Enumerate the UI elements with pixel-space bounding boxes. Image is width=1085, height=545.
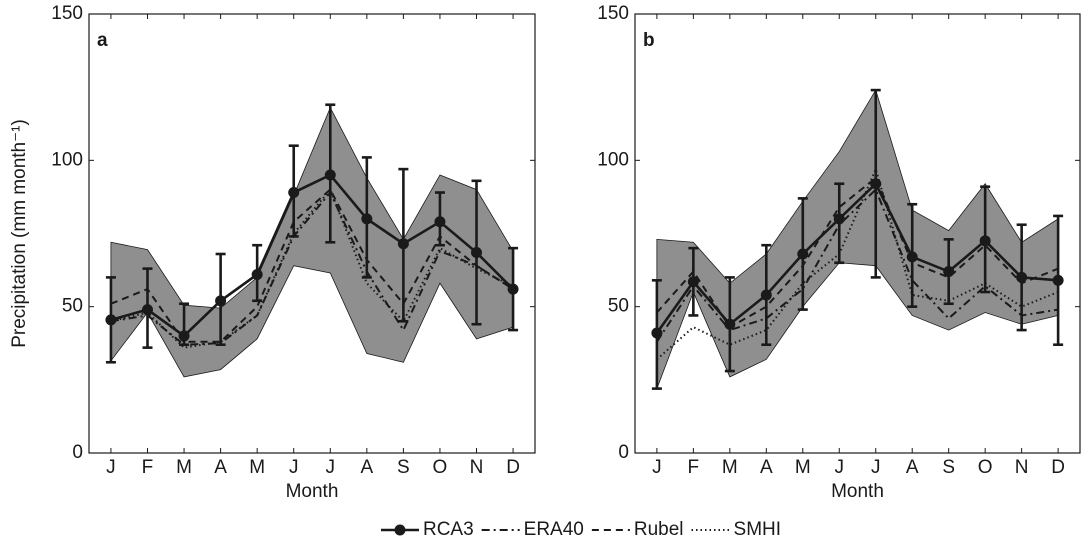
- range-band: [110, 106, 514, 378]
- x-tick-label: J: [871, 457, 881, 478]
- legend-label: RCA3: [423, 519, 474, 540]
- y-tick-label: 50: [608, 296, 629, 317]
- x-tick-label: S: [397, 457, 410, 478]
- series-line: [110, 173, 514, 338]
- x-tick-label: N: [470, 457, 484, 478]
- y-axis-title: Precipitation (mm month⁻¹): [9, 119, 30, 348]
- data-point: [397, 238, 409, 250]
- x-tick-label: M: [249, 457, 265, 478]
- data-point: [105, 314, 117, 326]
- x-tick-label: M: [722, 457, 738, 478]
- data-point: [906, 251, 918, 263]
- series-line: [656, 176, 1059, 329]
- series-line: [110, 190, 514, 346]
- x-tick-label: F: [142, 457, 154, 478]
- data-point: [979, 235, 991, 247]
- x-tick-label: J: [289, 457, 299, 478]
- panel-label: a: [97, 30, 108, 51]
- legend-label: ERA40: [524, 519, 584, 540]
- data-point: [724, 318, 736, 330]
- plot-frame: [88, 13, 536, 454]
- data-point: [251, 268, 263, 280]
- plot-frame: [634, 13, 1081, 454]
- x-axis-title: Month: [286, 481, 339, 502]
- data-point: [141, 304, 153, 316]
- x-tick-label: A: [760, 457, 773, 478]
- x-tick-label: J: [652, 457, 662, 478]
- series-line: [110, 187, 514, 349]
- data-point: [361, 213, 373, 225]
- data-point: [215, 295, 227, 307]
- series-line: [656, 187, 1059, 343]
- x-tick-label: M: [795, 457, 811, 478]
- data-point: [760, 289, 772, 301]
- legend-label: SMHI: [734, 519, 782, 540]
- y-tick-label: 50: [62, 296, 83, 317]
- series-line: [656, 166, 1059, 361]
- y-tick-label: 150: [597, 3, 629, 24]
- x-tick-label: J: [835, 457, 845, 478]
- x-tick-label: D: [1051, 457, 1065, 478]
- series-line: [110, 188, 514, 343]
- panel-label: b: [643, 30, 655, 51]
- data-point: [324, 169, 336, 181]
- legend-marker: [394, 524, 406, 536]
- x-tick-label: O: [433, 457, 448, 478]
- y-tick-label: 100: [51, 149, 83, 170]
- x-tick-label: F: [688, 457, 700, 478]
- data-point: [1052, 274, 1064, 286]
- x-tick-label: M: [176, 457, 192, 478]
- data-point: [471, 247, 483, 259]
- x-tick-label: A: [906, 457, 919, 478]
- x-tick-label: N: [1015, 457, 1029, 478]
- x-tick-label: S: [942, 457, 955, 478]
- legend-label: Rubel: [634, 519, 684, 540]
- x-tick-label: D: [506, 457, 520, 478]
- data-point: [651, 327, 663, 339]
- data-point: [687, 276, 699, 288]
- range-band: [656, 89, 1059, 389]
- x-tick-label: O: [978, 457, 993, 478]
- data-point: [1016, 271, 1028, 283]
- x-tick-label: A: [360, 457, 373, 478]
- y-tick-label: 0: [618, 442, 629, 463]
- x-tick-label: A: [214, 457, 227, 478]
- legend: RCA3 ERA40 Rubel SMHI: [380, 519, 782, 540]
- data-point: [833, 213, 845, 225]
- data-point: [434, 216, 446, 228]
- y-tick-label: 0: [72, 442, 83, 463]
- x-tick-label: J: [326, 457, 336, 478]
- y-tick-label: 150: [51, 3, 83, 24]
- data-point: [288, 187, 300, 199]
- x-axis-title: Month: [831, 481, 884, 502]
- y-tick-label: 100: [597, 149, 629, 170]
- x-tick-label: J: [106, 457, 116, 478]
- data-point: [797, 248, 809, 260]
